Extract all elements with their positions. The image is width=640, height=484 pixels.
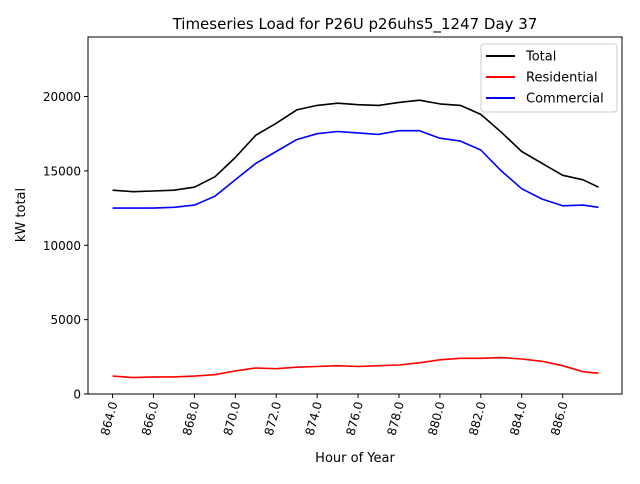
x-tick-label: 884.0 [507,400,529,437]
y-tick-label: 15000 [43,164,81,178]
x-tick-label: 872.0 [262,400,284,437]
x-tick-label: 876.0 [344,400,366,437]
x-tick-label: 880.0 [425,400,447,437]
y-tick-label: 20000 [43,90,81,104]
chart-title: Timeseries Load for P26U p26uhs5_1247 Da… [172,15,538,34]
y-tick-label: 10000 [43,239,81,253]
y-tick-label: 0 [73,388,81,402]
x-tick-label: 866.0 [139,400,161,437]
legend-label-commercial: Commercial [526,92,604,107]
x-axis-label: Hour of Year [315,451,395,466]
legend-box [480,43,618,113]
y-tick-label: 5000 [50,313,81,327]
y-axis-label: kW total [14,188,29,242]
x-tick-label: 870.0 [221,400,243,437]
x-tick-label: 874.0 [303,400,325,437]
x-tick-label: 868.0 [180,400,202,437]
legend: Total Residential Commercial [480,43,618,113]
x-tick-label: 864.0 [98,400,120,437]
series-line-total [112,99,599,193]
legend-label-total: Total [525,50,556,65]
series-line-residential [112,356,599,379]
plot-area-frame [87,36,623,395]
x-tick-label: 886.0 [548,400,570,437]
x-tick-label: 882.0 [466,400,488,437]
series-line-commercial [112,129,599,209]
x-tick-label: 878.0 [384,400,406,437]
legend-label-residential: Residential [526,71,598,86]
